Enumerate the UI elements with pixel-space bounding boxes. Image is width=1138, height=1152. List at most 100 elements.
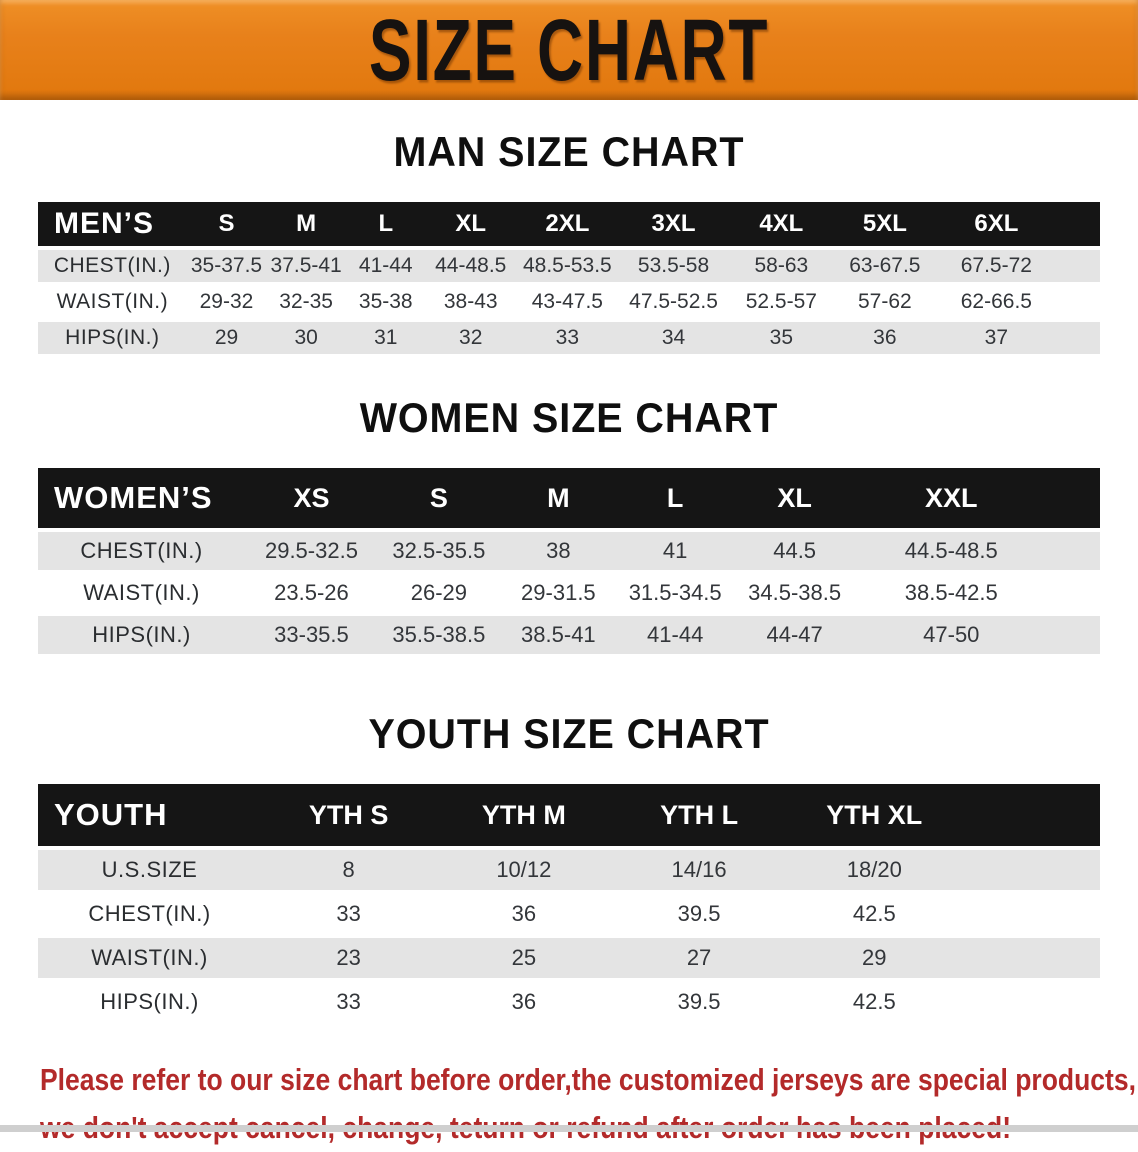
column-header-l: L bbox=[345, 202, 426, 246]
table-cell: 23 bbox=[261, 938, 437, 978]
table-cell: 58-63 bbox=[728, 250, 835, 282]
column-header-yth-l: YTH L bbox=[611, 784, 787, 846]
table-cell: 36 bbox=[436, 894, 612, 934]
table-cell: 44-48.5 bbox=[425, 250, 516, 282]
youth-size-table: YOUTH YTH S YTH M YTH L YTH XL U.S.SIZE … bbox=[38, 780, 1100, 1026]
spacer-cell bbox=[1046, 532, 1100, 570]
table-cell: 33 bbox=[261, 894, 437, 934]
column-header-6xl: 6XL bbox=[935, 202, 1058, 246]
table-row-us-size: U.S.SIZE 8 10/12 14/16 18/20 bbox=[38, 850, 1100, 890]
table-cell: 35 bbox=[728, 322, 835, 354]
table-cell: 29-31.5 bbox=[499, 574, 617, 612]
table-row-hips: HIPS(IN.) 33-35.5 35.5-38.5 38.5-41 41-4… bbox=[38, 616, 1100, 654]
row-label: HIPS(IN.) bbox=[38, 982, 262, 1022]
table-cell: 38-43 bbox=[425, 286, 516, 318]
table-row-chest: CHEST(IN.) 35-37.5 37.5-41 41-44 44-48.5… bbox=[38, 250, 1100, 282]
table-cell: 67.5-72 bbox=[935, 250, 1058, 282]
table-cell: 62-66.5 bbox=[935, 286, 1058, 318]
spacer-cell bbox=[1057, 286, 1100, 318]
table-cell: 27 bbox=[611, 938, 787, 978]
table-row-hips: HIPS(IN.) 33 36 39.5 42.5 bbox=[38, 982, 1100, 1022]
table-header-row: YOUTH YTH S YTH M YTH L YTH XL bbox=[38, 784, 1100, 846]
table-cell: 29-32 bbox=[186, 286, 267, 318]
table-cell: 36 bbox=[834, 322, 936, 354]
table-cell: 14/16 bbox=[611, 850, 787, 890]
spacer-cell bbox=[1057, 250, 1100, 282]
column-header-l: L bbox=[616, 468, 734, 528]
spacer-cell bbox=[1057, 202, 1100, 246]
table-cell: 39.5 bbox=[611, 982, 787, 1022]
spacer-cell bbox=[1046, 616, 1100, 654]
table-header-row: MEN’S S M L XL 2XL 3XL 4XL 5XL 6XL bbox=[38, 202, 1100, 246]
column-header-yth-s: YTH S bbox=[261, 784, 437, 846]
man-size-chart-heading: MAN SIZE CHART bbox=[393, 128, 745, 175]
table-row-waist: WAIST(IN.) 23 25 27 29 bbox=[38, 938, 1100, 978]
table-cell: 44-47 bbox=[733, 616, 856, 654]
womens-size-table: WOMEN’S XS S M L XL XXL CHEST(IN.) 29.5-… bbox=[38, 464, 1100, 658]
table-cell: 42.5 bbox=[786, 894, 962, 934]
column-header-xxl: XXL bbox=[855, 468, 1047, 528]
row-label: U.S.SIZE bbox=[38, 850, 262, 890]
table-cell: 38.5-42.5 bbox=[855, 574, 1047, 612]
table-row-waist: WAIST(IN.) 23.5-26 26-29 29-31.5 31.5-34… bbox=[38, 574, 1100, 612]
size-chart-banner: SIZE CHART bbox=[0, 0, 1138, 100]
table-cell: 47-50 bbox=[855, 616, 1047, 654]
table-cell: 38.5-41 bbox=[499, 616, 617, 654]
bottom-edge-strip bbox=[0, 1125, 1138, 1132]
table-cell: 34 bbox=[618, 322, 729, 354]
spacer-cell bbox=[961, 938, 1100, 978]
table-row-hips: HIPS(IN.) 29 30 31 32 33 34 35 36 37 bbox=[38, 322, 1100, 354]
row-label: CHEST(IN.) bbox=[38, 532, 246, 570]
table-header-row: WOMEN’S XS S M L XL XXL bbox=[38, 468, 1100, 528]
column-header-xl: XL bbox=[425, 202, 516, 246]
table-cell: 48.5-53.5 bbox=[515, 250, 619, 282]
table-cell: 35-38 bbox=[345, 286, 426, 318]
spacer-cell bbox=[961, 850, 1100, 890]
table-cell: 44.5-48.5 bbox=[855, 532, 1047, 570]
table-cell: 53.5-58 bbox=[618, 250, 729, 282]
table-cell: 41-44 bbox=[616, 616, 734, 654]
row-label: WAIST(IN.) bbox=[38, 938, 262, 978]
table-cell: 29.5-32.5 bbox=[245, 532, 378, 570]
table-cell: 23.5-26 bbox=[245, 574, 378, 612]
spacer-cell bbox=[961, 894, 1100, 934]
table-cell: 34.5-38.5 bbox=[733, 574, 856, 612]
table-cell: 37 bbox=[935, 322, 1058, 354]
row-label: HIPS(IN.) bbox=[38, 616, 246, 654]
table-cell: 29 bbox=[786, 938, 962, 978]
column-header-yth-xl: YTH XL bbox=[786, 784, 962, 846]
women-size-chart-heading: WOMEN SIZE CHART bbox=[359, 394, 779, 441]
spacer-cell bbox=[1046, 468, 1100, 528]
table-cell: 38 bbox=[499, 532, 617, 570]
table-row-chest: CHEST(IN.) 29.5-32.5 32.5-35.5 38 41 44.… bbox=[38, 532, 1100, 570]
table-cell: 57-62 bbox=[834, 286, 936, 318]
mens-size-table: MEN’S S M L XL 2XL 3XL 4XL 5XL 6XL CHEST… bbox=[38, 198, 1100, 358]
table-cell: 41 bbox=[616, 532, 734, 570]
table-cell: 42.5 bbox=[786, 982, 962, 1022]
disclaimer-note: Please refer to our size chart before or… bbox=[40, 1056, 1138, 1152]
column-header-5xl: 5XL bbox=[834, 202, 936, 246]
column-header-s: S bbox=[377, 468, 500, 528]
womens-corner-label: WOMEN’S bbox=[38, 468, 246, 528]
spacer-cell bbox=[961, 784, 1100, 846]
row-label: WAIST(IN.) bbox=[38, 574, 246, 612]
table-cell: 10/12 bbox=[436, 850, 612, 890]
table-cell: 44.5 bbox=[733, 532, 856, 570]
column-header-2xl: 2XL bbox=[515, 202, 619, 246]
table-cell: 31.5-34.5 bbox=[616, 574, 734, 612]
column-header-s: S bbox=[186, 202, 267, 246]
table-cell: 31 bbox=[345, 322, 426, 354]
spacer-cell bbox=[1046, 574, 1100, 612]
spacer-cell bbox=[961, 982, 1100, 1022]
table-cell: 37.5-41 bbox=[266, 250, 346, 282]
table-cell: 32 bbox=[425, 322, 516, 354]
table-row-chest: CHEST(IN.) 33 36 39.5 42.5 bbox=[38, 894, 1100, 934]
column-header-yth-m: YTH M bbox=[436, 784, 612, 846]
column-header-m: M bbox=[499, 468, 617, 528]
table-cell: 25 bbox=[436, 938, 612, 978]
row-label: HIPS(IN.) bbox=[38, 322, 187, 354]
mens-corner-label: MEN’S bbox=[38, 202, 187, 246]
table-cell: 32.5-35.5 bbox=[377, 532, 500, 570]
table-row-waist: WAIST(IN.) 29-32 32-35 35-38 38-43 43-47… bbox=[38, 286, 1100, 318]
youth-corner-label: YOUTH bbox=[38, 784, 262, 846]
